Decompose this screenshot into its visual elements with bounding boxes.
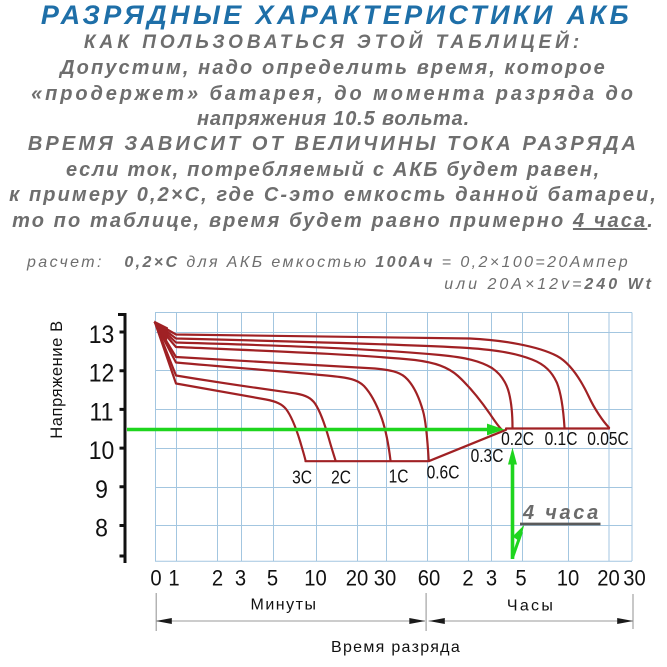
svg-text:2: 2 <box>212 567 223 591</box>
svg-text:0.3C: 0.3C <box>471 446 504 467</box>
svg-text:5: 5 <box>267 567 278 591</box>
svg-text:1C: 1C <box>389 466 409 487</box>
svg-text:1: 1 <box>168 567 179 591</box>
svg-text:2: 2 <box>462 567 473 591</box>
svg-text:2C: 2C <box>331 467 351 488</box>
svg-text:30: 30 <box>374 567 397 591</box>
svg-text:0: 0 <box>150 567 161 591</box>
svg-text:12: 12 <box>89 360 115 388</box>
svg-text:8: 8 <box>95 515 108 543</box>
svg-text:0.05C: 0.05C <box>587 429 628 450</box>
svg-text:10: 10 <box>304 567 327 591</box>
svg-text:3C: 3C <box>292 467 312 488</box>
svg-text:60: 60 <box>418 567 441 591</box>
svg-text:20: 20 <box>597 567 620 591</box>
svg-text:Время разряда: Время разряда <box>331 639 461 656</box>
svg-text:4 часа: 4 часа <box>522 502 601 524</box>
svg-text:3: 3 <box>486 567 497 591</box>
svg-text:11: 11 <box>90 399 114 427</box>
svg-text:5: 5 <box>515 567 526 591</box>
svg-text:0.6C: 0.6C <box>427 462 460 483</box>
svg-text:20: 20 <box>346 567 369 591</box>
svg-text:0.1C: 0.1C <box>545 429 578 450</box>
svg-text:Напряжение В: Напряжение В <box>48 320 66 438</box>
svg-text:13: 13 <box>89 321 115 349</box>
svg-text:10: 10 <box>557 567 580 591</box>
svg-text:0.2C: 0.2C <box>501 429 534 450</box>
svg-text:10: 10 <box>89 437 115 465</box>
svg-text:30: 30 <box>623 567 646 591</box>
svg-text:3: 3 <box>235 567 246 591</box>
svg-text:9: 9 <box>95 476 108 504</box>
svg-text:Минуты: Минуты <box>251 597 318 614</box>
svg-text:Часы: Часы <box>507 598 555 615</box>
